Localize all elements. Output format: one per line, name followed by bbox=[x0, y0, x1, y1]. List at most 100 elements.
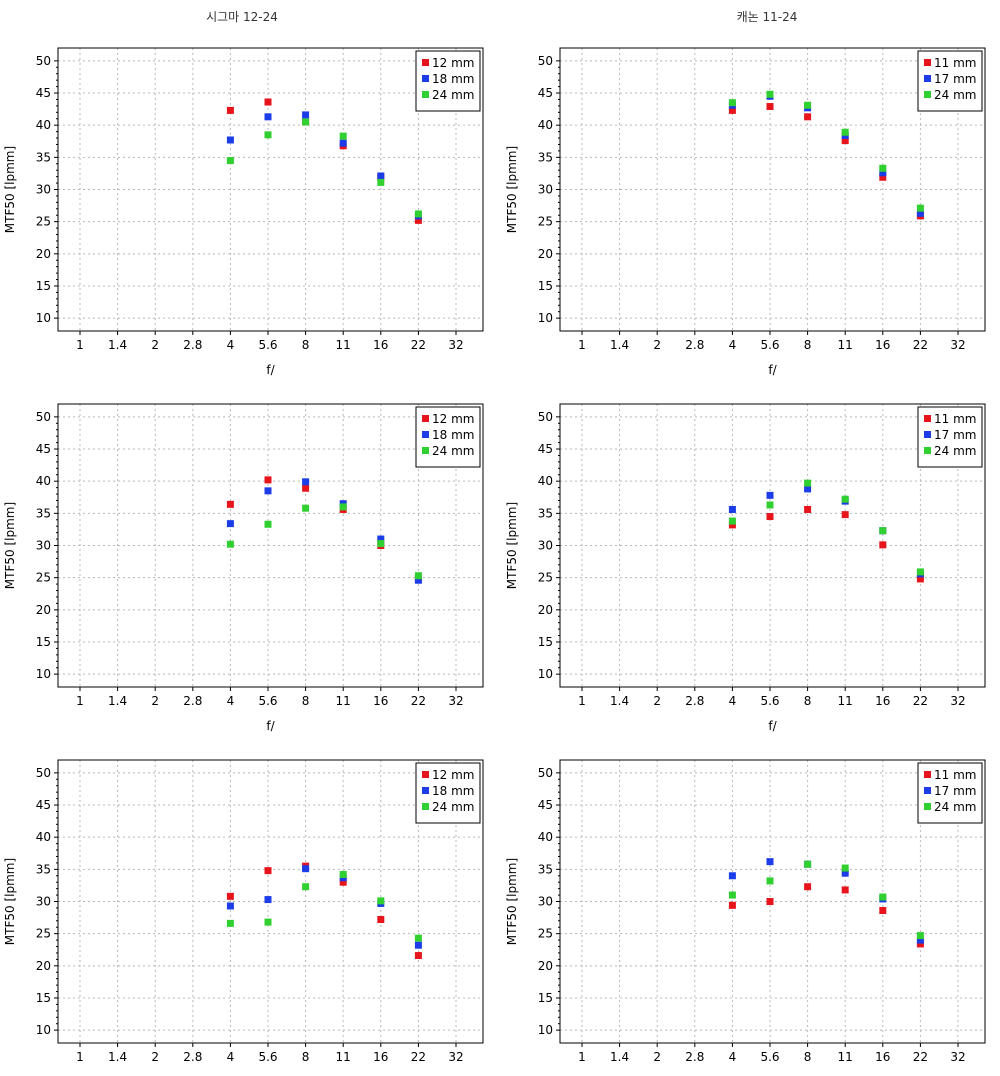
data-point bbox=[414, 572, 422, 580]
legend-label: 24 mm bbox=[934, 88, 976, 102]
legend-label: 11 mm bbox=[934, 768, 976, 782]
x-tick-label: 2.8 bbox=[183, 1050, 202, 1064]
y-tick-label: 50 bbox=[36, 54, 51, 68]
data-point bbox=[879, 541, 887, 549]
x-tick-label: 8 bbox=[804, 1050, 812, 1064]
x-tick-label: 22 bbox=[411, 1050, 426, 1064]
x-tick-label: 2.8 bbox=[685, 1050, 704, 1064]
legend: 12 mm 18 mm 24 mm bbox=[415, 50, 481, 112]
y-tick-label: 30 bbox=[36, 895, 51, 909]
x-tick-label: 11 bbox=[336, 694, 351, 708]
data-point bbox=[226, 919, 234, 927]
x-tick-label: 11 bbox=[838, 338, 853, 352]
x-tick-label: 16 bbox=[875, 1050, 890, 1064]
data-point bbox=[264, 113, 272, 121]
y-tick-label: 30 bbox=[36, 183, 51, 197]
legend-label: 18 mm bbox=[432, 784, 474, 798]
data-point bbox=[728, 872, 736, 880]
x-tick-label: 16 bbox=[875, 338, 890, 352]
x-tick-label: 5.6 bbox=[760, 338, 779, 352]
legend-swatch bbox=[422, 771, 429, 778]
y-tick-label: 35 bbox=[538, 506, 553, 520]
x-tick-label: 8 bbox=[302, 694, 310, 708]
y-tick-label: 10 bbox=[538, 311, 553, 325]
series-24-mm bbox=[728, 479, 924, 576]
x-tick-label: 1.4 bbox=[108, 1050, 127, 1064]
y-tick-label: 35 bbox=[538, 862, 553, 876]
data-point bbox=[414, 941, 422, 949]
x-tick-label: 2 bbox=[653, 1050, 661, 1064]
x-tick-label: 22 bbox=[913, 338, 928, 352]
data-point bbox=[916, 940, 924, 948]
y-tick-label: 30 bbox=[538, 539, 553, 553]
legend-label: 24 mm bbox=[432, 88, 474, 102]
data-point bbox=[414, 934, 422, 942]
y-tick-label: 15 bbox=[538, 991, 553, 1005]
y-tick-label: 10 bbox=[538, 1023, 553, 1037]
x-axis-label: f/ bbox=[266, 363, 275, 377]
data-point bbox=[302, 118, 310, 126]
data-point bbox=[226, 106, 234, 114]
legend-swatch bbox=[924, 447, 931, 454]
x-tick-label: 1.4 bbox=[108, 694, 127, 708]
x-tick-label: 11 bbox=[838, 694, 853, 708]
x-tick-label: 5.6 bbox=[258, 338, 277, 352]
data-point bbox=[302, 865, 310, 873]
legend-label: 12 mm bbox=[432, 768, 474, 782]
legend-swatch bbox=[422, 59, 429, 66]
x-tick-label: 1 bbox=[76, 694, 84, 708]
legend-swatch bbox=[924, 431, 931, 438]
series-11-mm bbox=[728, 883, 924, 948]
legend-label: 24 mm bbox=[934, 444, 976, 458]
y-tick-label: 10 bbox=[36, 1023, 51, 1037]
y-axis-label: MTF50 [lpmm] bbox=[3, 146, 17, 233]
y-tick-label: 20 bbox=[538, 959, 553, 973]
data-point bbox=[841, 137, 849, 145]
data-point bbox=[728, 901, 736, 909]
data-point bbox=[916, 932, 924, 940]
y-tick-label: 15 bbox=[36, 635, 51, 649]
y-tick-label: 35 bbox=[36, 862, 51, 876]
legend-label: 12 mm bbox=[432, 412, 474, 426]
legend-label: 11 mm bbox=[934, 412, 976, 426]
y-tick-label: 45 bbox=[36, 86, 51, 100]
series-24-mm bbox=[728, 90, 924, 212]
y-tick-label: 25 bbox=[36, 571, 51, 585]
y-tick-label: 50 bbox=[36, 766, 51, 780]
data-point bbox=[916, 568, 924, 576]
y-tick-label: 15 bbox=[36, 991, 51, 1005]
x-tick-label: 1 bbox=[76, 338, 84, 352]
legend-swatch bbox=[924, 91, 931, 98]
series-24-mm bbox=[226, 118, 422, 218]
legend-swatch bbox=[924, 787, 931, 794]
x-tick-label: 32 bbox=[448, 338, 463, 352]
y-tick-label: 35 bbox=[36, 150, 51, 164]
x-tick-label: 2 bbox=[151, 1050, 159, 1064]
data-point bbox=[804, 479, 812, 487]
data-point bbox=[728, 517, 736, 525]
y-tick-label: 50 bbox=[538, 766, 553, 780]
x-tick-label: 22 bbox=[913, 694, 928, 708]
x-tick-label: 2.8 bbox=[183, 338, 202, 352]
x-tick-label: 1.4 bbox=[108, 338, 127, 352]
y-tick-label: 15 bbox=[538, 279, 553, 293]
x-tick-label: 8 bbox=[302, 1050, 310, 1064]
data-point bbox=[728, 106, 736, 114]
x-tick-label: 2 bbox=[653, 694, 661, 708]
legend-swatch bbox=[924, 59, 931, 66]
y-tick-label: 25 bbox=[538, 927, 553, 941]
x-tick-label: 1.4 bbox=[610, 338, 629, 352]
data-point bbox=[766, 103, 774, 111]
x-tick-label: 11 bbox=[838, 1050, 853, 1064]
data-point bbox=[264, 476, 272, 484]
data-point bbox=[302, 504, 310, 512]
y-tick-label: 20 bbox=[36, 603, 51, 617]
legend-label: 17 mm bbox=[934, 784, 976, 798]
y-tick-label: 40 bbox=[538, 118, 553, 132]
data-point bbox=[377, 535, 385, 543]
x-tick-label: 1.4 bbox=[610, 1050, 629, 1064]
y-tick-label: 25 bbox=[36, 927, 51, 941]
data-point bbox=[414, 576, 422, 584]
